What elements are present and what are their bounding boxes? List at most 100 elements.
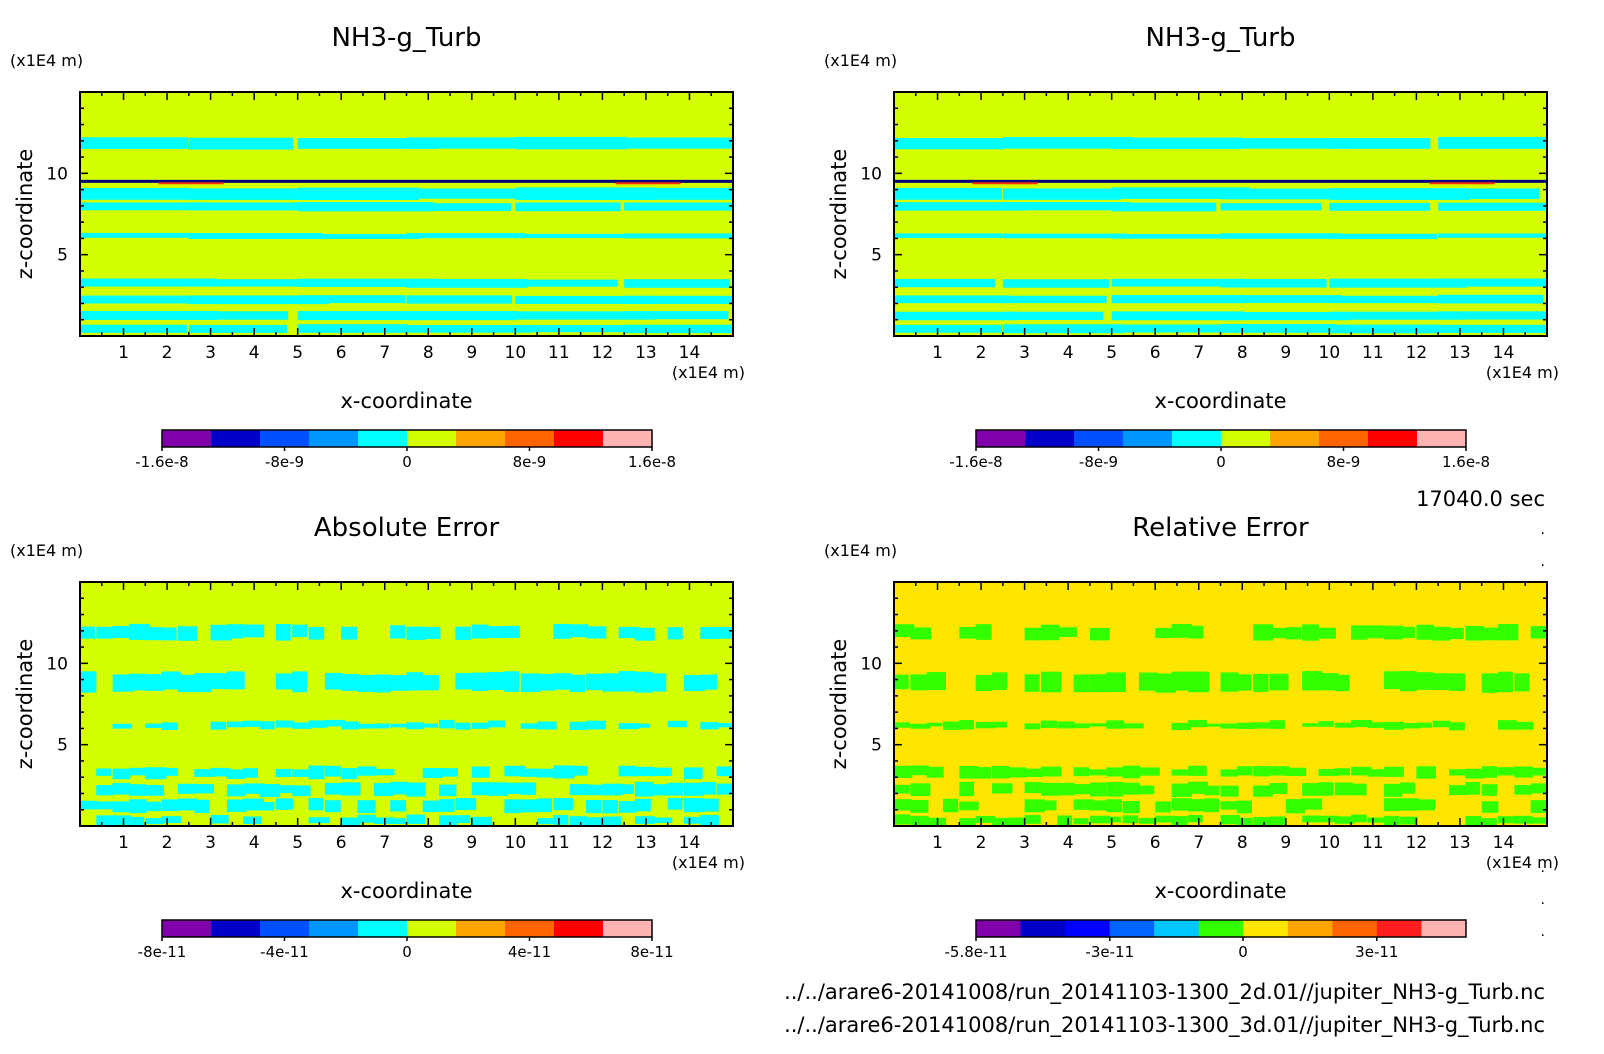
contour-band [1089,627,1110,641]
contour-band [292,785,311,797]
contour-band [624,202,733,211]
contour-band [942,721,963,730]
contour-band [1400,723,1422,729]
x-tick-label: 5 [1106,833,1117,853]
y-axis-label: z-coordinate [827,639,851,770]
contour-band [1024,799,1045,813]
contour-band [1334,674,1350,692]
contour-band [1220,672,1239,692]
contour-band [1073,767,1090,777]
colorbar-swatch [260,920,310,937]
contour-band [488,782,509,796]
x-tick-label: 5 [292,833,303,853]
x-tick-label: 2 [976,343,987,363]
colorbar-tick-label: -8e-9 [1079,453,1118,471]
contour-band [194,769,216,777]
contour-band [194,799,210,813]
contour-band [618,765,637,777]
contour-band [80,202,211,211]
contour-band [959,781,975,797]
x-tick-label: 13 [1449,833,1471,853]
contour-band [188,279,300,287]
contour-band [292,671,307,693]
x-tick-label: 14 [679,343,701,363]
contour-band [297,324,408,333]
contour-band [1383,815,1400,826]
contour-band [1024,627,1044,641]
contour-band [1236,674,1252,691]
x-tick-label: 10 [1319,343,1341,363]
contour-band [1438,202,1547,211]
contour-band [406,782,426,797]
contour-band [357,814,377,823]
contour-band [684,767,703,780]
colorbar-swatch [603,920,653,937]
contour-band [1329,278,1467,288]
colorbar-swatch [1417,430,1467,447]
contour-band [520,723,542,729]
contour-band [942,798,959,813]
contour-band [1514,673,1530,692]
colorbar-swatch [1109,920,1155,937]
colorbar-swatch [1421,920,1467,937]
colorbar-swatch [1287,920,1333,937]
contour-band [1269,627,1290,639]
contour-band [1498,767,1516,776]
contour-band [292,624,308,638]
contour-band [700,798,719,812]
contour-band [894,278,996,288]
contour-band [894,722,910,728]
contour-band [1122,765,1141,779]
contour-band [959,818,976,827]
contour-band [1220,295,1342,303]
contour-band [297,233,421,239]
contour-band [651,817,673,823]
contour-band [188,202,308,211]
x-unit-label: (x1E4 m) [1486,363,1559,382]
x-tick-label: 10 [505,343,527,363]
contour-band [161,671,181,690]
x-tick-label: 1 [932,343,943,363]
colorbar-swatch [554,920,604,937]
contour-band [96,801,115,810]
contour-band [1002,324,1125,334]
contour-band [390,800,407,812]
contour-line [1429,182,1495,185]
contour-band [618,723,639,730]
contour-band [324,800,341,813]
contour-band [297,187,420,200]
x-tick-label: 13 [1449,343,1471,363]
contour-band [145,801,162,812]
contour-band [406,324,533,333]
contour-band [618,671,636,692]
contour-band [390,723,409,728]
contour-band [1024,782,1042,794]
y-tick-label: 5 [57,246,68,266]
contour-band [471,766,490,778]
contour-band [537,768,558,778]
colorbar-swatch [554,430,604,447]
y-tick-label: 10 [860,164,882,184]
x-tick-label: 9 [466,833,477,853]
contour-band [259,802,275,811]
contour-band [1438,324,1547,333]
contour-band [406,672,424,691]
contour-band [602,816,622,826]
contour-band [439,719,455,729]
dot-4: . [1541,892,1545,908]
contour-band [1481,627,1501,641]
contour-band [1367,817,1385,823]
colorbar-swatch [1368,430,1418,447]
contour-band [1236,766,1253,776]
dot-2: . [1541,554,1545,570]
contour-band [145,627,163,641]
contour-band [210,673,230,690]
contour-band [1329,324,1440,334]
contour-band [1530,783,1547,794]
contour-band [537,673,555,691]
colorbar-frame [975,919,1467,938]
contour-band [488,720,505,728]
x-tick-label: 9 [1280,833,1291,853]
contour-band [308,626,325,640]
contour-band [700,781,716,795]
